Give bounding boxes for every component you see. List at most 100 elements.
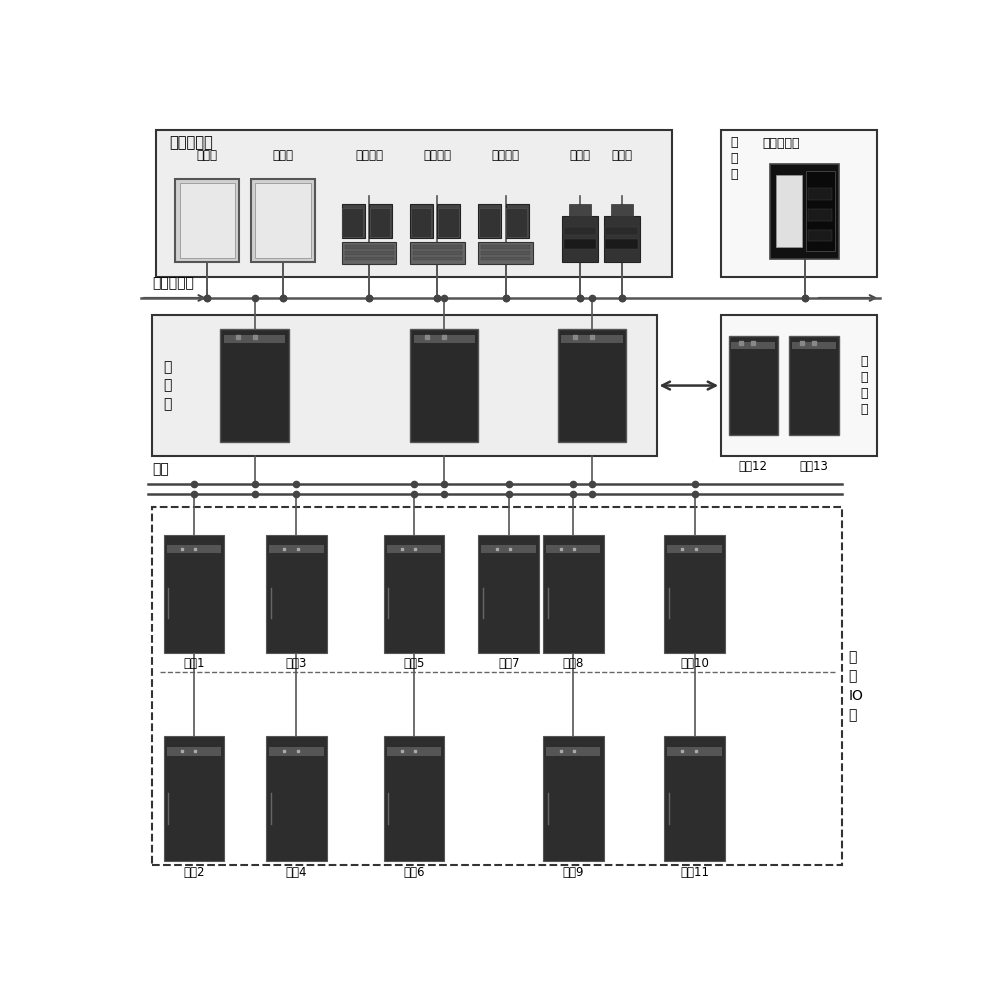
Bar <box>369 204 392 238</box>
Bar <box>180 183 235 258</box>
Bar <box>269 546 324 554</box>
Text: 工
艺
自
带: 工 艺 自 带 <box>860 355 867 416</box>
Bar <box>546 747 600 755</box>
Bar <box>808 209 832 221</box>
Bar <box>411 208 431 236</box>
Bar <box>731 342 775 349</box>
Text: 大屏幕: 大屏幕 <box>273 149 294 162</box>
Bar <box>664 536 725 653</box>
Bar <box>543 536 604 653</box>
Bar <box>479 208 500 236</box>
Bar <box>481 257 530 260</box>
Text: 大屏幕: 大屏幕 <box>197 149 218 162</box>
Bar <box>414 335 475 343</box>
Text: 设
备
间: 设 备 间 <box>730 136 738 180</box>
Bar <box>729 336 778 434</box>
Bar <box>255 183 311 258</box>
Bar <box>269 747 324 755</box>
Bar <box>478 204 501 238</box>
Text: 子项8: 子项8 <box>562 657 584 671</box>
Bar <box>564 239 596 248</box>
Bar <box>345 245 394 249</box>
Bar <box>481 546 536 554</box>
Bar <box>152 507 842 865</box>
Bar <box>410 242 465 264</box>
Bar <box>808 188 832 200</box>
Bar <box>220 329 289 442</box>
Text: 操作员站: 操作员站 <box>423 149 451 162</box>
Text: 工业以太网: 工业以太网 <box>152 277 194 291</box>
Bar <box>561 335 623 343</box>
Bar <box>789 336 839 434</box>
Bar <box>546 546 600 554</box>
Bar <box>164 737 224 862</box>
Bar <box>410 329 478 442</box>
Bar <box>721 130 877 278</box>
Bar <box>664 737 725 862</box>
Bar <box>543 737 604 862</box>
Bar <box>605 227 638 235</box>
Bar <box>384 737 444 862</box>
Bar <box>808 230 832 241</box>
Bar <box>558 329 626 442</box>
Bar <box>342 204 365 238</box>
Bar <box>266 737 327 862</box>
Bar <box>251 179 315 262</box>
Text: 子项10: 子项10 <box>680 657 709 671</box>
Bar <box>506 204 529 238</box>
Text: 历史服务器: 历史服务器 <box>763 137 800 150</box>
Bar <box>481 251 530 254</box>
Bar <box>776 175 802 247</box>
Bar <box>164 536 224 653</box>
Bar <box>175 179 239 262</box>
Bar <box>387 546 441 554</box>
Text: 远
程
IO
柜: 远 程 IO 柜 <box>848 650 863 723</box>
Bar <box>410 204 433 238</box>
Bar <box>667 747 722 755</box>
Bar <box>721 315 877 456</box>
Text: 操作员站: 操作员站 <box>355 149 383 162</box>
Text: 子项2: 子项2 <box>183 866 205 879</box>
Bar <box>478 242 533 264</box>
Bar <box>413 245 462 249</box>
Bar <box>667 546 722 554</box>
Bar <box>345 251 394 254</box>
Bar <box>167 747 221 755</box>
Text: 打印机: 打印机 <box>570 149 591 162</box>
Text: 子项1: 子项1 <box>183 657 205 671</box>
Bar <box>792 342 836 349</box>
Bar <box>266 536 327 653</box>
Bar <box>342 242 396 264</box>
Bar <box>481 245 530 249</box>
Bar <box>413 257 462 260</box>
Bar <box>342 208 363 236</box>
Bar <box>438 208 459 236</box>
Text: 子项6: 子项6 <box>403 866 425 879</box>
Text: 总线: 总线 <box>152 462 169 476</box>
Text: 子项3: 子项3 <box>286 657 307 671</box>
Bar <box>564 227 596 235</box>
Text: 子项11: 子项11 <box>680 866 709 879</box>
Bar <box>345 257 394 260</box>
Bar <box>605 239 638 248</box>
Bar <box>370 208 390 236</box>
Bar <box>506 208 527 236</box>
Text: 子项5: 子项5 <box>403 657 425 671</box>
Bar <box>167 546 221 554</box>
Bar <box>478 536 539 653</box>
Bar <box>806 171 835 251</box>
Text: 子项12: 子项12 <box>739 459 768 473</box>
Bar <box>387 747 441 755</box>
Bar <box>611 204 633 216</box>
Bar <box>156 130 672 278</box>
Bar <box>413 251 462 254</box>
Text: 打印机: 打印机 <box>611 149 632 162</box>
Bar <box>224 335 285 343</box>
Bar <box>569 204 591 216</box>
Bar <box>562 216 598 262</box>
Text: 操作员站: 操作员站 <box>492 149 520 162</box>
Text: 控
制
柜: 控 制 柜 <box>163 361 171 411</box>
Text: 子项7: 子项7 <box>498 657 519 671</box>
Bar <box>384 536 444 653</box>
Bar <box>604 216 640 262</box>
